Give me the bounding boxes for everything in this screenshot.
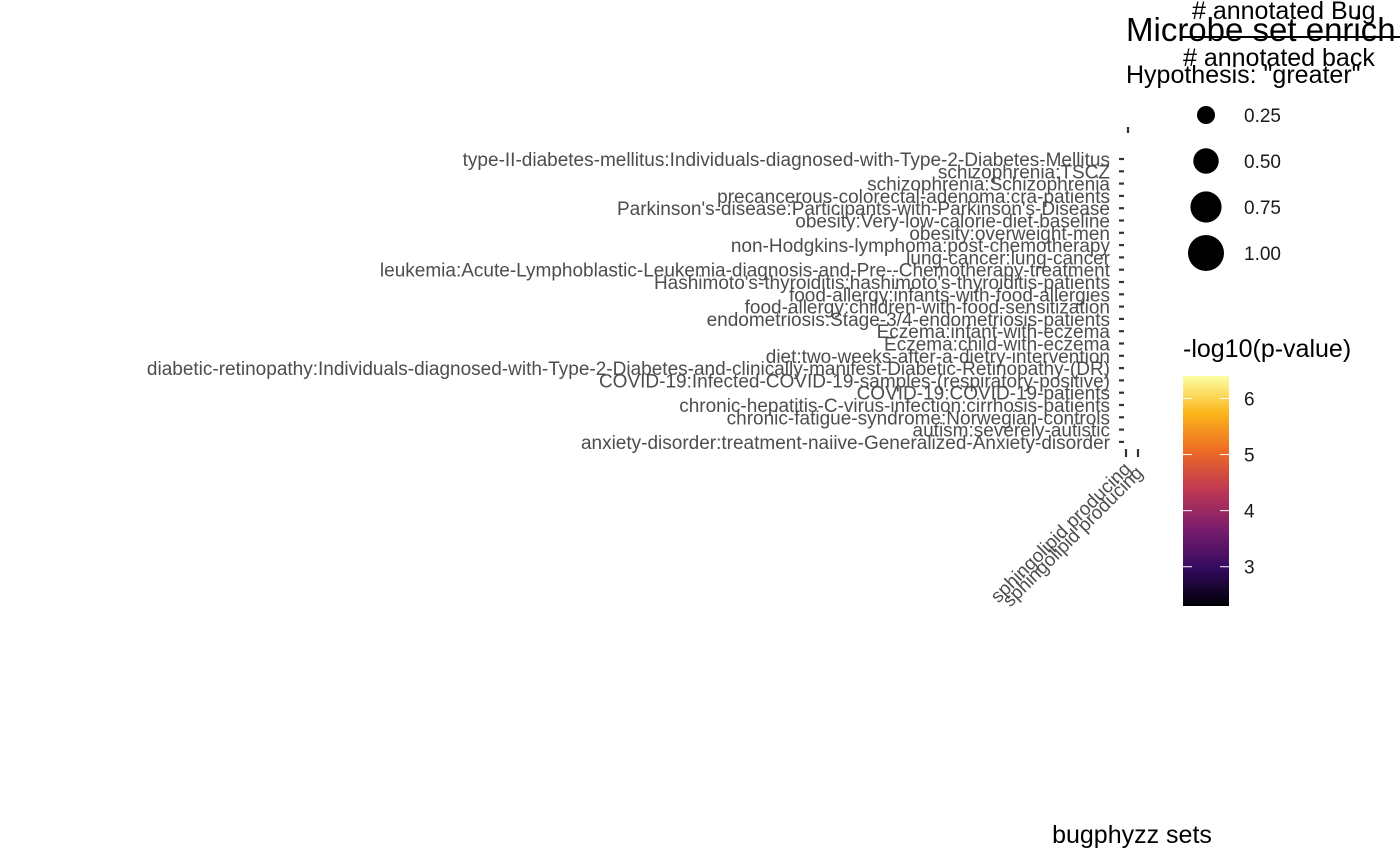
y-tick-label: diet:two-weeks-after-a-dietry-interventi…	[766, 347, 1110, 368]
y-tick-label: food-allergy:infants-with-food-allergies	[789, 285, 1110, 306]
y-tick-label: food-allergy:children-with-food-sensitiz…	[745, 298, 1110, 319]
y-tick-label: chronic-fatigue-syndrome:Norwegian-contr…	[727, 408, 1110, 429]
chart-subtitle: Hypothesis: "greater"	[1126, 61, 1361, 89]
y-tick-label: type-II-diabetes-mellitus:Individuals-di…	[463, 150, 1110, 171]
size-legend-dot	[1197, 106, 1215, 124]
y-tick-label: chronic-hepatitis-C-virus-infection:cirr…	[679, 396, 1110, 417]
y-axis: type-II-diabetes-mellitus:Individuals-di…	[147, 127, 1130, 454]
size-legend-dot	[1190, 191, 1222, 223]
size-legend-dot	[1193, 148, 1219, 174]
caption-bottom: # annotated back	[1183, 44, 1375, 72]
chart-title: Microbe set enrich	[1126, 11, 1396, 48]
y-tick-label: leukemia:Acute-Lymphoblastic-Leukemia-di…	[380, 261, 1111, 282]
color-legend-title: -log10(p-value)	[1183, 335, 1351, 363]
y-tick-label: non-Hodgkins-lymphoma:post-chemotherapy	[731, 236, 1111, 257]
y-tick-label: endometriosis:Stage-3/4-endometriosis-pa…	[707, 310, 1110, 331]
size-legend-dot	[1188, 235, 1224, 271]
size-legend-label: 0.25	[1244, 106, 1281, 127]
x-axis-title: bugphyzz sets	[1052, 821, 1212, 849]
y-tick-label: Hashimoto's-thyroiditis:hashimoto's-thyr…	[654, 273, 1110, 294]
y-tick-label: COVID-19:Infected-COVID-19-samples-(resp…	[599, 371, 1110, 392]
y-tick-label: Parkinson's-disease:Participants-with-Pa…	[617, 199, 1110, 220]
y-tick-label: autism:severely-autistic	[913, 421, 1110, 442]
y-tick-label: precancerous-colorectal-adenoma:cra-pati…	[717, 187, 1110, 208]
size-legend-label: 0.75	[1244, 198, 1281, 219]
y-tick-label: schizophrenia:Schizophrenia	[867, 175, 1110, 196]
caption-top: # annotated Bug	[1192, 0, 1376, 25]
y-tick-label: Eczema:infant-with-eczema	[877, 322, 1111, 343]
y-tick-label: Eczema:child-with-eczema	[884, 335, 1110, 356]
color-legend-bar	[1183, 376, 1229, 606]
x-tick-label: sphingolipid producing	[999, 463, 1148, 612]
size-legend-label: 0.50	[1244, 152, 1281, 173]
y-tick-label: obesity:overweight-men	[909, 224, 1110, 245]
color-legend-label: 6	[1244, 389, 1255, 410]
y-tick-label: schizophrenia:TSCZ	[938, 162, 1111, 183]
size-legend-label: 1.00	[1244, 244, 1281, 265]
y-tick-label: COVID-19:COVID-19-patients	[857, 384, 1110, 405]
color-legend-label: 3	[1244, 558, 1255, 579]
y-tick-label: lung-cancer:lung-cancer	[906, 248, 1111, 269]
y-tick-label: obesity:Very-low-calorie-diet-baseline	[795, 212, 1110, 233]
y-tick-label: anxiety-disorder:treatment-naiive-Genera…	[581, 433, 1111, 454]
y-tick-label: diabetic-retinopathy:Individuals-diagnos…	[147, 359, 1110, 380]
color-legend-label: 4	[1244, 502, 1255, 523]
size-legend: 0.25 0.50 0.75 1.00	[1188, 106, 1281, 271]
color-legend: -log10(p-value) 3 4 5 6	[1183, 335, 1351, 606]
color-legend-label: 5	[1244, 446, 1255, 467]
